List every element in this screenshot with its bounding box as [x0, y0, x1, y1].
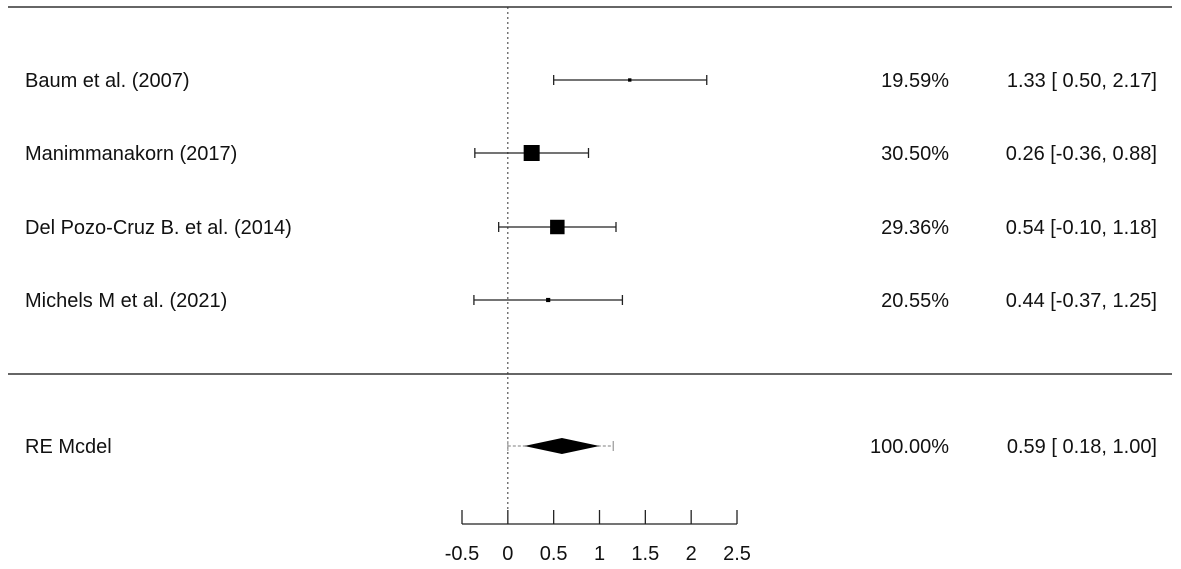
study-row: Michels M et al. (2021) 20.55% 0.44 [-0.37…	[25, 290, 1157, 312]
study-weight: 19.59%	[881, 70, 949, 92]
study-weight: 29.36%	[881, 217, 949, 239]
study-rows: Baum et al. (2007) 19.59% 1.33 [ 0.50, 2.1…	[25, 70, 1157, 312]
x-tick-label: 0	[502, 543, 513, 565]
study-label: Michels M et al. (2021)	[25, 290, 227, 312]
x-axis: -0.5 0 0.5 1 1.5 2 2.5	[445, 510, 751, 565]
study-label: Manimmanakorn (2017)	[25, 143, 237, 165]
summary-diamond	[524, 438, 600, 454]
study-effect-ci: 0.54 [-0.10, 1.18]	[1006, 217, 1157, 239]
study-row: Manimmanakorn (2017) 30.50% 0.26 [-0.36, 0…	[25, 143, 1157, 165]
x-tick-label: 0.5	[540, 543, 568, 565]
study-label: Del Pozo-Cruz B. et al. (2014)	[25, 217, 292, 239]
effect-square	[550, 219, 565, 235]
summary-weight: 100.00%	[870, 436, 949, 458]
x-tick-label: 1	[594, 543, 605, 565]
effect-square	[523, 145, 540, 161]
effect-square	[546, 297, 551, 303]
study-row: Baum et al. (2007) 19.59% 1.33 [ 0.50, 2.1…	[25, 70, 1157, 92]
study-effect-ci: 1.33 [ 0.50, 2.17]	[1007, 70, 1157, 92]
effect-square	[628, 78, 632, 82]
summary-label: RE Mcdel	[25, 436, 112, 458]
x-tick-label: 2	[686, 543, 697, 565]
study-row: Del Pozo-Cruz B. et al. (2014) 29.36% 0.54…	[25, 217, 1157, 239]
x-tick-label: -0.5	[445, 543, 479, 565]
study-label: Baum et al. (2007)	[25, 70, 190, 92]
study-effect-ci: 0.44 [-0.37, 1.25]	[1006, 290, 1157, 312]
study-weight: 20.55%	[881, 290, 949, 312]
study-effect-ci: 0.26 [-0.36, 0.88]	[1006, 143, 1157, 165]
study-weight: 30.50%	[881, 143, 949, 165]
x-tick-label: 1.5	[631, 543, 659, 565]
summary-effect-ci: 0.59 [ 0.18, 1.00]	[1007, 436, 1157, 458]
summary-row: RE Mcdel 100.00% 0.59 [ 0.18, 1.00]	[25, 436, 1157, 458]
x-tick-label: 2.5	[723, 543, 751, 565]
